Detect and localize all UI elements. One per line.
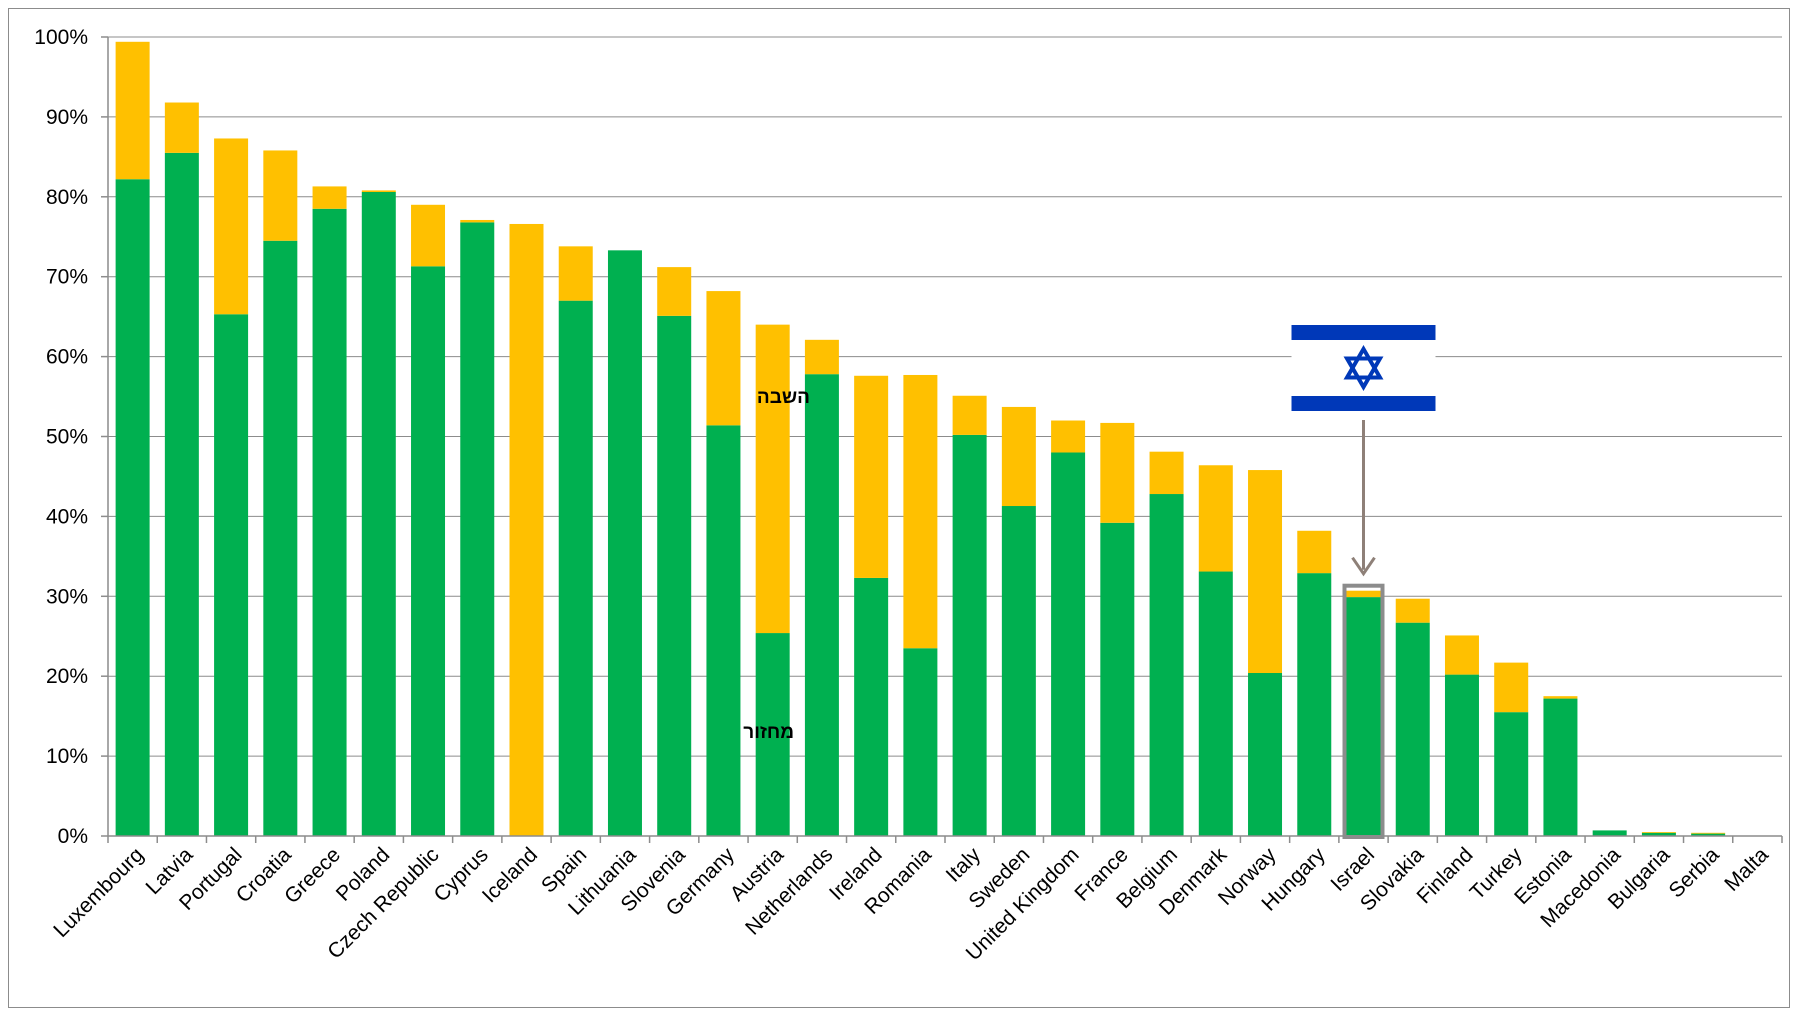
bar-recycling-poland [361, 192, 396, 837]
x-axis-ticks: LuxembourgLatviaPortugalCroatiaGreecePol… [49, 843, 1773, 965]
bar-recovery-luxembourg [115, 41, 150, 180]
bar-recycling-lithuania [607, 250, 642, 836]
bar-recovery-netherlands [804, 339, 839, 375]
highlight-group [1291, 325, 1436, 839]
x-tick-label: Finland [1413, 843, 1478, 908]
highlight-box [1342, 583, 1385, 839]
israel-flag-icon [1291, 325, 1436, 411]
bar-recycling-croatia [263, 240, 298, 836]
bar-recycling-hungary [1297, 573, 1332, 836]
bar-recycling-serbia [1691, 833, 1726, 836]
bar-recovery-cyprus [460, 219, 495, 223]
bar-recovery-turkey [1494, 662, 1529, 713]
bar-recovery-estonia [1543, 696, 1578, 699]
bar-recycling-ireland [854, 577, 889, 836]
x-tick-label: Serbia [1664, 843, 1723, 902]
bar-recovery-hungary [1297, 530, 1332, 574]
bar-recycling-slovakia [1395, 622, 1430, 836]
bar-recycling-latvia [164, 152, 199, 837]
bar-recycling-portugal [214, 314, 249, 836]
bars [115, 41, 1726, 837]
bar-recycling-spain [558, 300, 593, 836]
bar-recovery-poland [361, 190, 396, 193]
bar-recycling-estonia [1543, 698, 1578, 836]
y-tick-label: 20% [46, 665, 88, 688]
bar-recycling-netherlands [804, 374, 839, 836]
star-of-david-icon [1343, 356, 1384, 391]
recovery-annotation: השבה [757, 387, 810, 408]
bar-recovery-sweden [1001, 406, 1036, 507]
bar-recovery-serbia [1691, 832, 1726, 834]
bar-recycling-belgium [1149, 494, 1184, 836]
bar-recovery-bulgaria [1641, 832, 1676, 833]
y-tick-label: 80% [46, 186, 88, 209]
y-tick-label: 30% [46, 585, 88, 608]
y-tick-label: 60% [46, 346, 88, 369]
bar-recycling-austria [755, 633, 790, 836]
bar-recycling-finland [1444, 674, 1479, 836]
bar-recovery-belgium [1149, 451, 1184, 495]
bar-recycling-denmark [1198, 571, 1233, 836]
bar-recycling-romania [903, 648, 938, 836]
star-of-david-icon [1343, 345, 1384, 380]
bar-recovery-finland [1444, 635, 1479, 675]
bar-recycling-luxembourg [115, 179, 150, 837]
y-tick-label: 70% [46, 266, 88, 289]
bar-recycling-turkey [1494, 712, 1529, 836]
bar-recovery-greece [312, 186, 347, 209]
bar-recovery-portugal [214, 138, 249, 315]
y-tick-label: 90% [46, 106, 88, 129]
flag-stripe-top [1291, 325, 1436, 340]
chart-frame [8, 8, 1790, 1008]
bar-recovery-latvia [164, 102, 199, 153]
arrow-head [1351, 556, 1376, 577]
bar-recovery-romania [903, 374, 938, 649]
y-tick-label: 50% [46, 426, 88, 449]
bar-recycling-sweden [1001, 506, 1036, 836]
x-tick-label: Malta [1720, 843, 1773, 896]
bar-recycling-israel [1346, 597, 1381, 836]
bar-recycling-italy [952, 434, 987, 836]
x-tick-label: Iceland [478, 843, 542, 907]
bar-recycling-norway [1248, 673, 1283, 836]
y-axis-ticks: 0% 10% 20% 30% 40% 50% 60% 70% 80% 90% 100% [34, 26, 88, 848]
bar-recovery-france [1100, 422, 1135, 523]
axes [101, 36, 1783, 843]
x-tick-label: Greece [280, 843, 345, 908]
bar-recycling-czech-republic [411, 266, 446, 836]
bar-recycling-greece [312, 208, 347, 836]
bar-recycling-germany [706, 425, 741, 836]
bar-recovery-ireland [854, 375, 889, 578]
bar-recycling-cyprus [460, 222, 495, 837]
x-tick-label: Luxembourg [49, 843, 148, 942]
bar-recycling-france [1100, 522, 1135, 836]
bar-recovery-italy [952, 395, 987, 435]
bar-recycling-slovenia [657, 315, 692, 836]
x-tick-label: Italy [942, 843, 986, 887]
bar-recovery-slovenia [657, 267, 692, 316]
bar-recovery-czech-republic [411, 204, 446, 267]
bar-recycling-bulgaria [1641, 832, 1676, 836]
y-tick-label: 10% [46, 745, 88, 768]
y-tick-label: 40% [46, 505, 88, 528]
bar-recovery-united-kingdom [1051, 420, 1086, 453]
bar-recycling-united-kingdom [1051, 452, 1086, 836]
bar-recovery-croatia [263, 150, 298, 241]
bar-recovery-norway [1248, 470, 1283, 674]
gridlines [108, 36, 1782, 757]
bar-recovery-israel [1346, 590, 1381, 598]
bar-recovery-germany [706, 291, 741, 426]
flag-stripe-bottom [1291, 396, 1436, 411]
bar-recovery-denmark [1198, 465, 1233, 572]
bar-recovery-iceland [509, 223, 544, 836]
recycling-annotation: מחזור [743, 722, 794, 743]
bar-recovery-spain [558, 246, 593, 301]
bar-recovery-austria [755, 324, 790, 634]
y-tick-label: 0% [58, 825, 88, 848]
y-tick-label: 100% [34, 26, 88, 49]
bar-recovery-slovakia [1395, 598, 1430, 623]
bar-recycling-macedonia [1592, 830, 1627, 836]
